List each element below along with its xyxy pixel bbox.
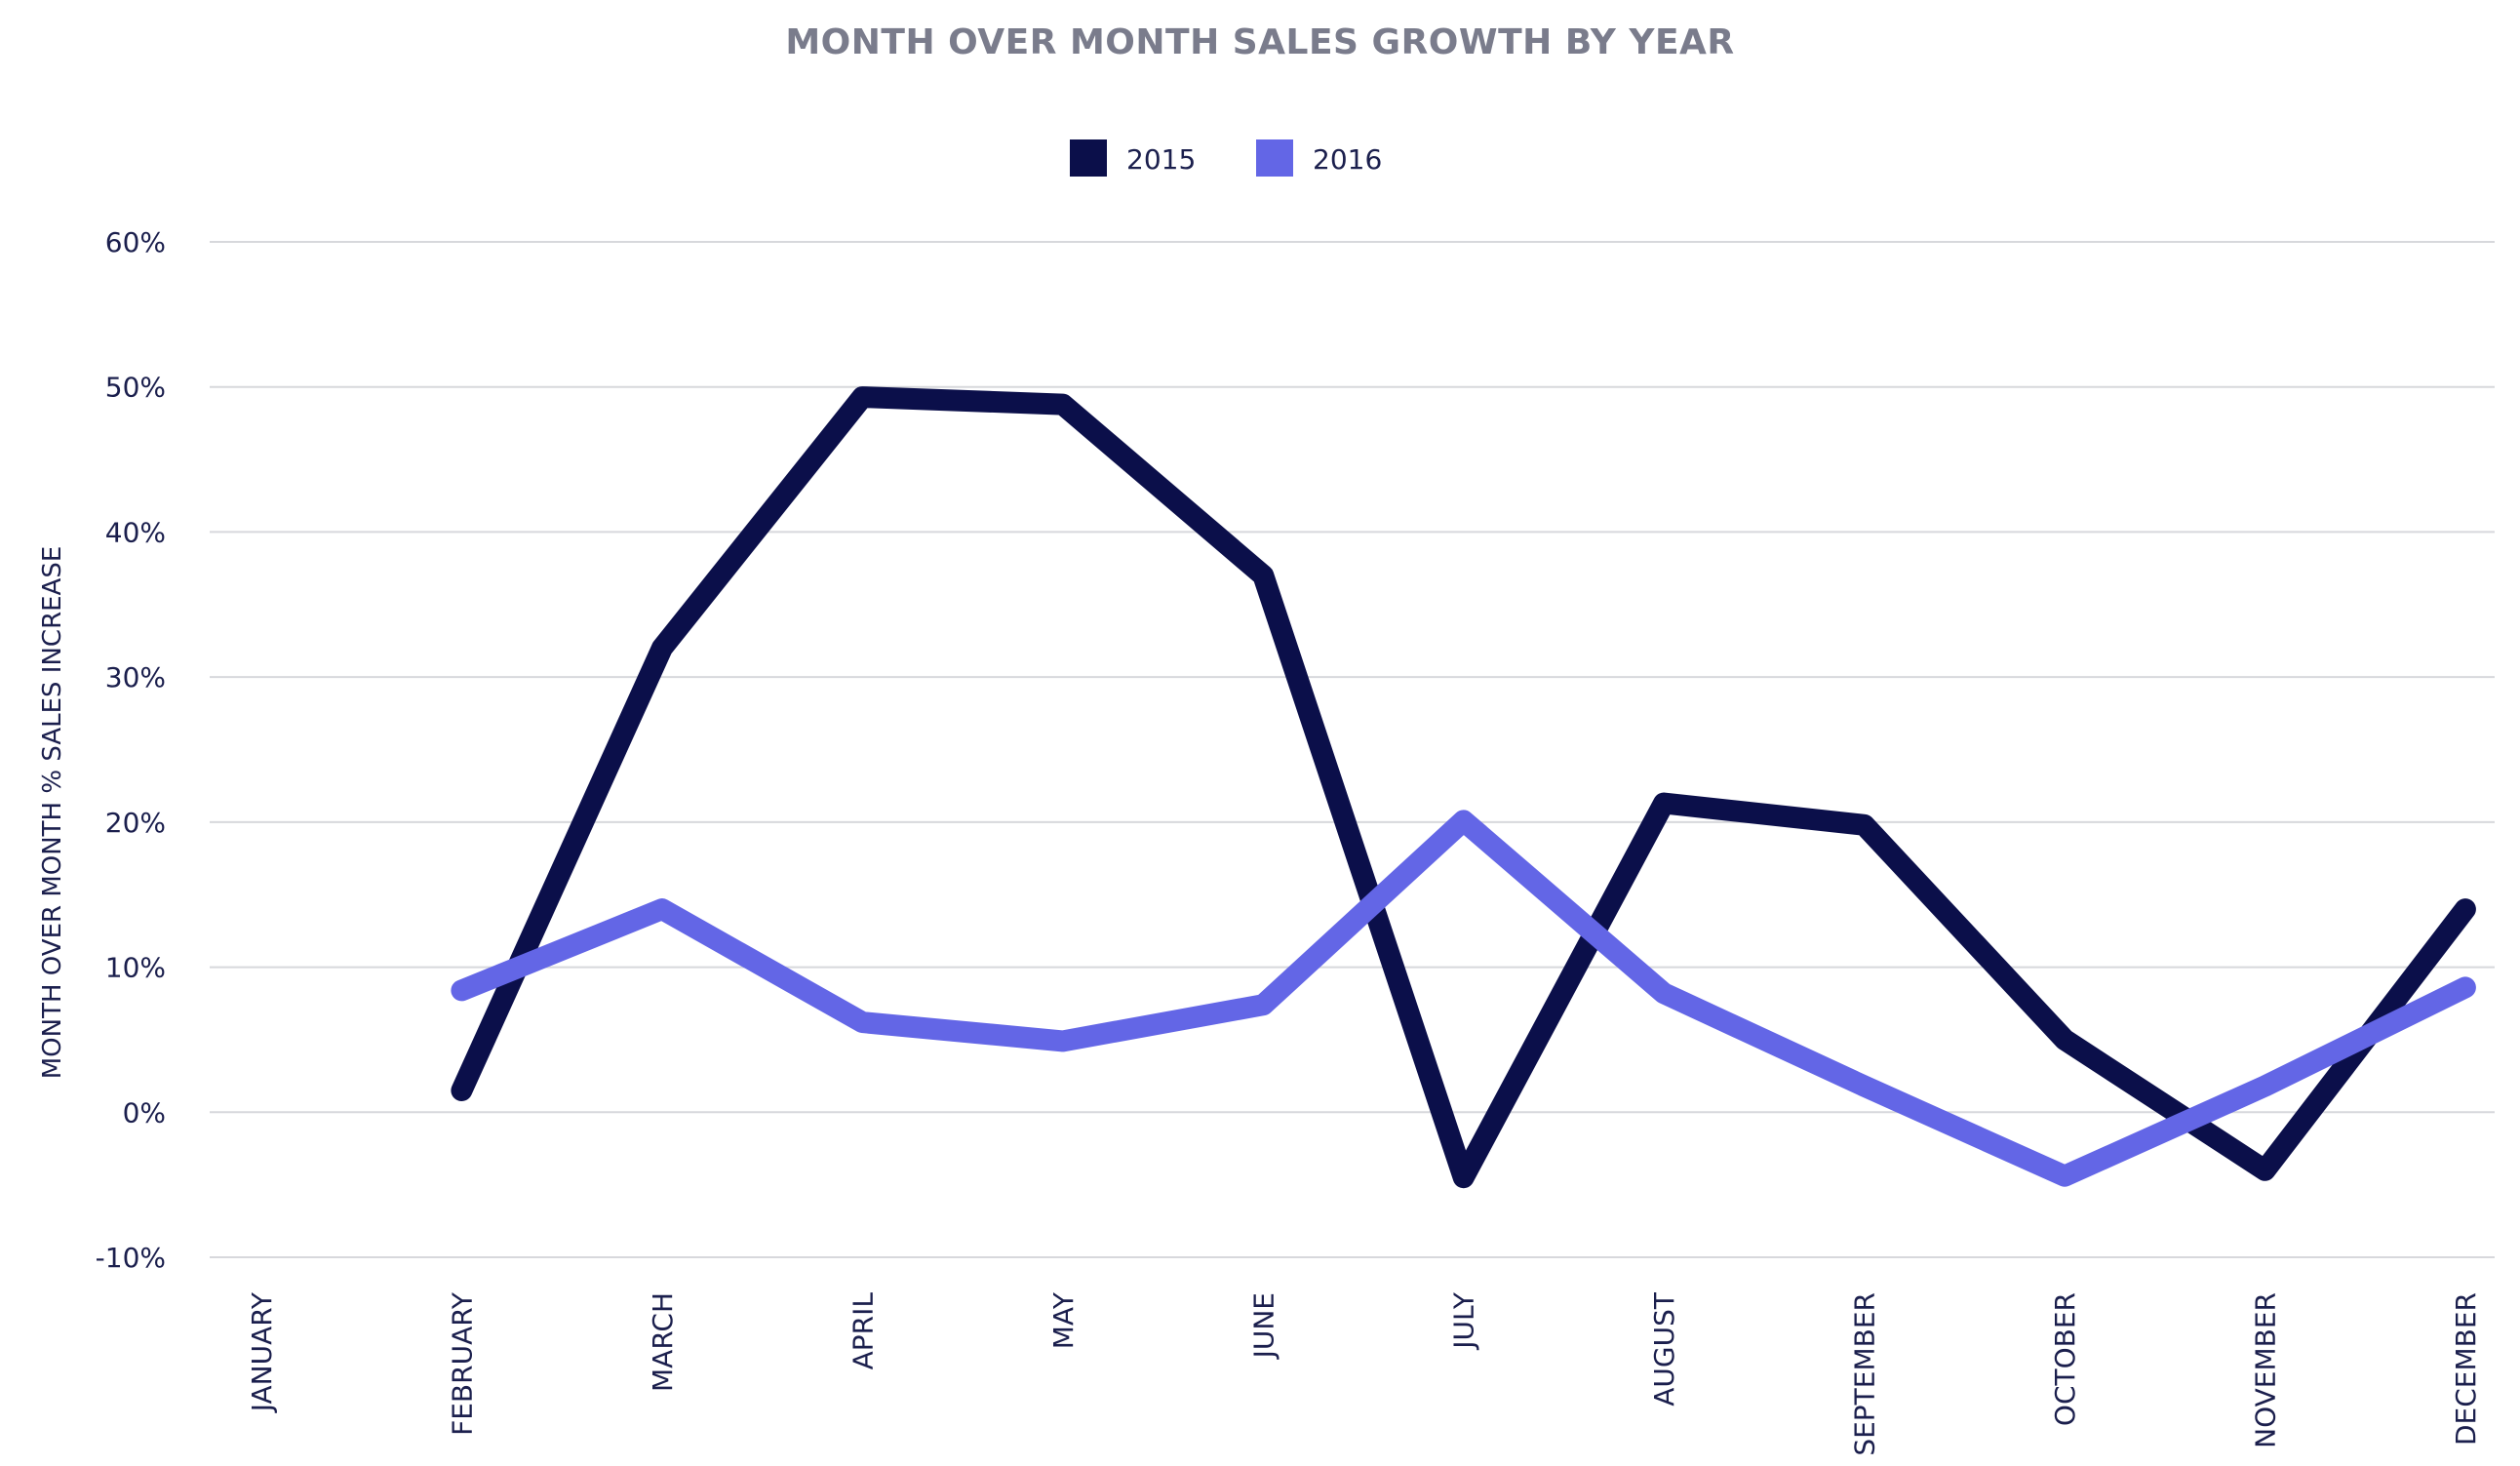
y-axis-title: MONTH OVER MONTH % SALES INCREASE [38, 546, 67, 1080]
legend-swatch-2015 [1070, 139, 1107, 177]
x-tick-label: JUNE [1247, 1292, 1280, 1360]
legend: 2015 2016 [1070, 139, 1382, 177]
x-tick-label: OCTOBER [2049, 1292, 2081, 1426]
x-tick-label: JANUARY [246, 1291, 278, 1413]
series-lines [451, 386, 2476, 1189]
y-tick-label: 50% [105, 372, 166, 404]
x-tick-label: MARCH [647, 1292, 679, 1392]
y-tick-label: 40% [105, 516, 166, 548]
series-line-2016 [451, 810, 2476, 1187]
x-tick-label: APRIL [847, 1292, 879, 1370]
y-tick-label: 10% [105, 952, 166, 984]
legend-swatch-2016 [1256, 139, 1293, 177]
x-tick-label: NOVEMBER [2250, 1292, 2282, 1448]
x-tick-label: AUGUST [1648, 1291, 1680, 1407]
chart-title: MONTH OVER MONTH SALES GROWTH BY YEAR [785, 22, 1734, 62]
series-line-2015 [451, 386, 2476, 1189]
x-tick-label: FEBRUARY [446, 1291, 478, 1436]
x-tick-label: DECEMBER [2450, 1292, 2482, 1446]
legend-label-2015: 2015 [1126, 143, 1196, 176]
legend-label-2016: 2016 [1313, 143, 1382, 176]
x-tick-label: SEPTEMBER [1849, 1292, 1881, 1456]
y-axis-ticks: -10% 0% 10% 20% 30% 40% 50% 60% [96, 226, 166, 1274]
y-tick-label: -10% [96, 1242, 166, 1274]
x-tick-label: JULY [1448, 1291, 1480, 1351]
y-tick-label: 60% [105, 226, 166, 258]
y-tick-label: 20% [105, 807, 166, 839]
x-axis-ticks: JANUARY FEBRUARY MARCH APRIL MAY JUNE JULY AUGU… [246, 1291, 2482, 1456]
x-tick-label: MAY [1047, 1291, 1080, 1349]
y-tick-label: 30% [105, 661, 166, 693]
y-tick-label: 0% [123, 1096, 166, 1129]
